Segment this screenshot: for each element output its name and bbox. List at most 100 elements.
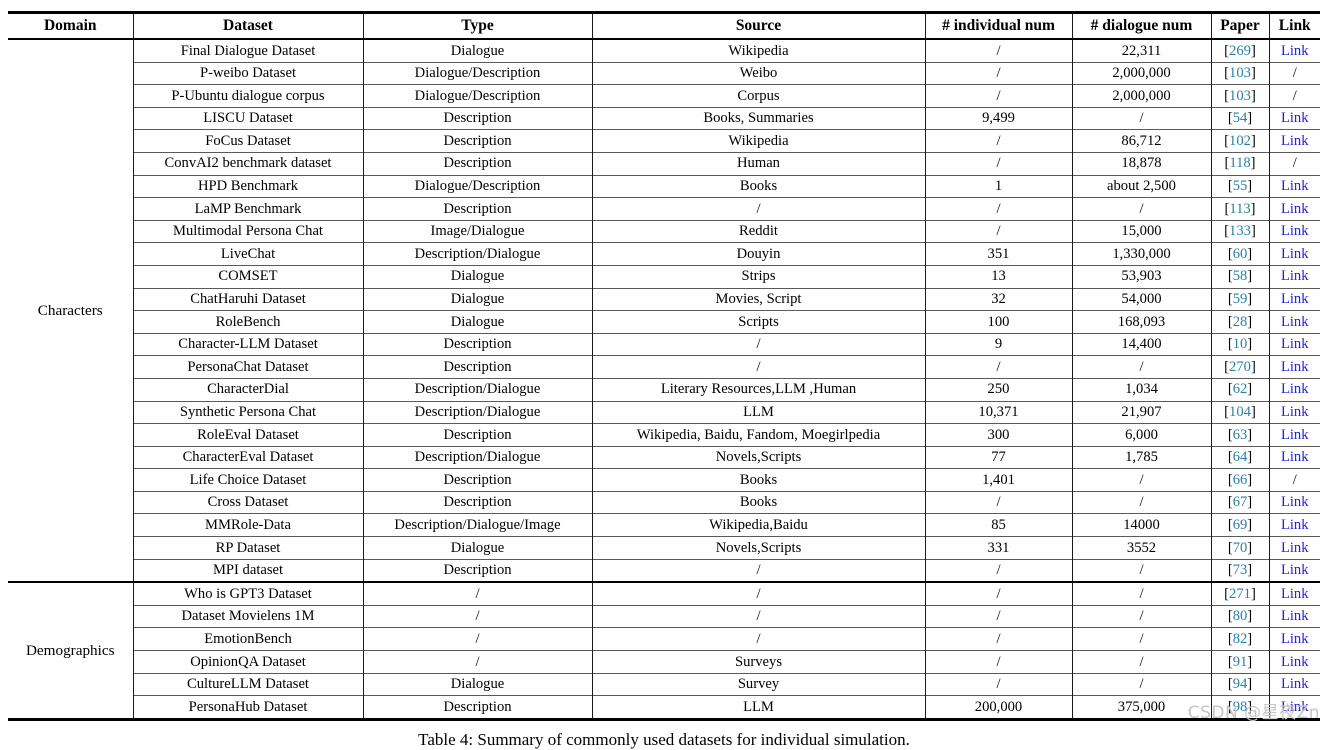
- dataset-link[interactable]: Link: [1280, 42, 1309, 59]
- individual-num-cell: /: [924, 61, 1072, 85]
- dataset-link[interactable]: Link: [1280, 630, 1309, 647]
- dataset-link[interactable]: Link: [1280, 516, 1309, 533]
- source-cell: Strips: [591, 264, 925, 289]
- dialogue-num-cell: /: [1071, 197, 1211, 221]
- paper-citation-link[interactable]: 98: [1232, 698, 1248, 715]
- source-cell: /: [591, 558, 925, 583]
- paper-citation-link[interactable]: 54: [1232, 110, 1248, 127]
- dataset-name-cell: P-weibo Dataset: [132, 61, 363, 85]
- dataset-link[interactable]: Link: [1280, 381, 1309, 398]
- paper-citation-link[interactable]: 73: [1232, 562, 1248, 579]
- paper-citation-link[interactable]: 60: [1232, 245, 1248, 262]
- source-cell: /: [591, 581, 925, 606]
- paper-citation-link[interactable]: 104: [1229, 404, 1251, 420]
- individual-num-cell: 32: [924, 287, 1072, 311]
- paper-citation-link[interactable]: 102: [1229, 132, 1251, 149]
- dataset-link[interactable]: Link: [1280, 698, 1309, 715]
- paper-citation-link[interactable]: 133: [1229, 223, 1251, 240]
- dataset-link[interactable]: Link: [1280, 539, 1309, 556]
- dialogue-num-cell: /: [1071, 558, 1211, 583]
- type-cell: Description: [362, 423, 592, 447]
- dialogue-num-cell: 1,330,000: [1071, 242, 1211, 266]
- paper-citation-link[interactable]: 28: [1232, 313, 1248, 330]
- dataset-link[interactable]: Link: [1280, 585, 1309, 602]
- paper-citation-link[interactable]: 58: [1232, 268, 1248, 285]
- dataset-link[interactable]: Link: [1280, 404, 1309, 420]
- paper-citation-link[interactable]: 113: [1229, 200, 1251, 217]
- dataset-link[interactable]: Link: [1280, 178, 1309, 195]
- link-cell: Link: [1268, 219, 1320, 243]
- link-cell: Link: [1268, 197, 1320, 221]
- individual-num-cell: /: [924, 129, 1072, 153]
- dataset-link[interactable]: Link: [1280, 291, 1309, 308]
- type-cell: Description/Dialogue: [362, 377, 592, 401]
- table-row: HPD Benchmark Dialogue/Description Books 1 a…: [8, 174, 1320, 198]
- dataset-link[interactable]: Link: [1280, 426, 1309, 443]
- paper-citation-link[interactable]: 80: [1232, 608, 1248, 625]
- paper-cell: [67]: [1210, 490, 1269, 514]
- type-cell: Dialogue/Description: [362, 84, 592, 108]
- dataset-link[interactable]: Link: [1280, 313, 1309, 330]
- paper-cell: [91]: [1210, 650, 1269, 674]
- paper-citation-link[interactable]: 103: [1229, 65, 1251, 82]
- paper-citation-link[interactable]: 70: [1232, 539, 1248, 556]
- table-row: RoleBench Dialogue Scripts 100 168,093 [28] Li…: [8, 310, 1320, 334]
- paper-citation-link[interactable]: 69: [1232, 516, 1248, 533]
- dialogue-num-cell: /: [1071, 604, 1211, 628]
- dataset-link[interactable]: Link: [1280, 132, 1309, 149]
- source-cell: Literary Resources,LLM ,Human: [591, 377, 925, 401]
- dataset-link[interactable]: Link: [1280, 245, 1309, 262]
- paper-cell: [10]: [1210, 332, 1269, 356]
- paper-citation-link[interactable]: 118: [1229, 155, 1251, 172]
- source-cell: Wikipedia,Baidu: [591, 513, 925, 537]
- dialogue-num-cell: 53,903: [1071, 264, 1211, 289]
- dialogue-num-cell: 2,000,000: [1071, 84, 1211, 108]
- link-cell: Link: [1268, 129, 1320, 153]
- dataset-link[interactable]: Link: [1280, 223, 1309, 240]
- dataset-link[interactable]: Link: [1280, 653, 1309, 670]
- paper-citation-link[interactable]: 10: [1232, 336, 1248, 353]
- dataset-link[interactable]: Link: [1280, 110, 1309, 127]
- paper-citation-link[interactable]: 59: [1232, 291, 1248, 308]
- paper-citation-link[interactable]: 82: [1232, 630, 1248, 647]
- dataset-link[interactable]: Link: [1280, 494, 1309, 511]
- paper-citation-link[interactable]: 55: [1232, 178, 1248, 195]
- source-cell: Corpus: [591, 84, 925, 108]
- paper-citation-link[interactable]: 270: [1229, 358, 1251, 375]
- paper-citation-link[interactable]: 67: [1232, 494, 1248, 511]
- dialogue-num-cell: /: [1071, 650, 1211, 674]
- dataset-link[interactable]: Link: [1280, 676, 1309, 693]
- paper-citation-link[interactable]: 271: [1229, 585, 1251, 602]
- dataset-link[interactable]: Link: [1280, 358, 1309, 375]
- dataset-name-cell: CharacterEval Dataset: [132, 445, 363, 469]
- individual-num-cell: /: [924, 558, 1072, 583]
- dataset-name-cell: LISCU Dataset: [132, 106, 363, 130]
- source-cell: LLM: [591, 695, 925, 720]
- dataset-link[interactable]: Link: [1280, 268, 1309, 285]
- paper-citation-link[interactable]: 103: [1229, 87, 1251, 104]
- paper-citation-link[interactable]: 269: [1229, 42, 1251, 59]
- paper-cell: [60]: [1210, 242, 1269, 266]
- dialogue-num-cell: 2,000,000: [1071, 61, 1211, 85]
- source-cell: Books, Summaries: [591, 106, 925, 130]
- paper-citation-link[interactable]: 63: [1232, 426, 1248, 443]
- source-cell: Weibo: [591, 61, 925, 85]
- dataset-link[interactable]: Link: [1280, 608, 1309, 625]
- dataset-link[interactable]: Link: [1280, 562, 1309, 579]
- dataset-name-cell: Synthetic Persona Chat: [132, 400, 363, 424]
- individual-num-cell: /: [924, 672, 1072, 696]
- dataset-link[interactable]: Link: [1280, 336, 1309, 353]
- domain-cell: Characters: [8, 38, 133, 583]
- link-cell: Link: [1268, 627, 1320, 651]
- paper-citation-link[interactable]: 94: [1232, 676, 1248, 693]
- link-cell: Link: [1268, 490, 1320, 514]
- type-cell: Description/Dialogue: [362, 400, 592, 424]
- dataset-link[interactable]: Link: [1280, 200, 1309, 217]
- dataset-name-cell: FoCus Dataset: [132, 129, 363, 153]
- link-cell: /: [1268, 61, 1320, 85]
- paper-citation-link[interactable]: 64: [1232, 449, 1248, 466]
- paper-citation-link[interactable]: 91: [1232, 653, 1248, 670]
- paper-citation-link[interactable]: 62: [1232, 381, 1248, 398]
- dataset-link[interactable]: Link: [1280, 449, 1309, 466]
- paper-citation-link[interactable]: 66: [1232, 471, 1248, 488]
